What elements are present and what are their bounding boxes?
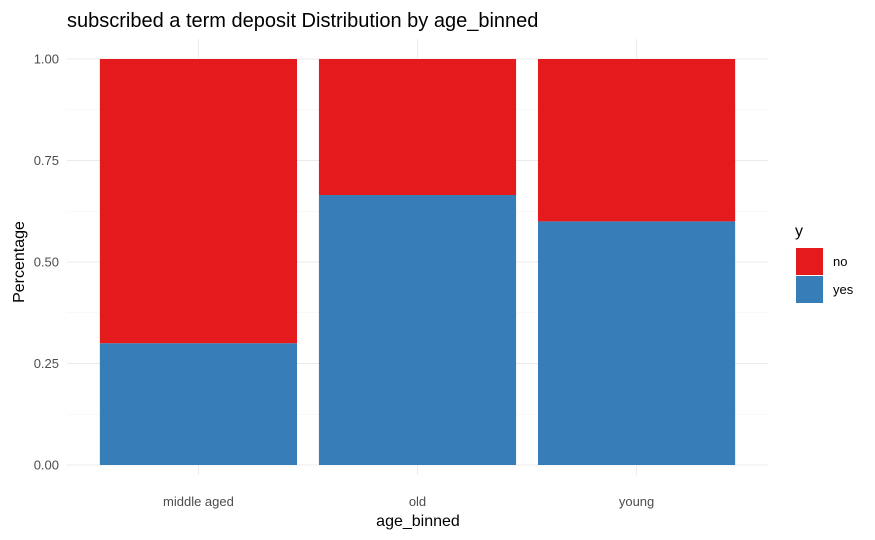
- y-tick-label: 0.75: [34, 153, 59, 168]
- y-tick-label: 0.50: [34, 255, 59, 270]
- bars: [99, 59, 736, 465]
- y-axis-title: Percentage: [11, 221, 28, 303]
- legend-key-no: [796, 248, 823, 275]
- x-tick-label: old: [409, 494, 426, 509]
- chart-title: subscribed a term deposit Distribution b…: [67, 10, 538, 32]
- y-tick-label: 0.25: [34, 356, 59, 371]
- bar-no-old: [318, 59, 517, 196]
- bar-yes-middle-aged: [99, 343, 298, 465]
- y-tick-label: 1.00: [34, 52, 59, 67]
- legend: y no yes: [795, 223, 854, 303]
- x-tick-label: young: [619, 494, 654, 509]
- bar-no-young: [537, 59, 736, 222]
- y-tick-label: 0.00: [34, 458, 59, 473]
- x-axis-ticks: middle aged old young: [163, 494, 654, 509]
- legend-label-no: no: [833, 254, 847, 269]
- y-axis-ticks: 0.00 0.25 0.50 0.75 1.00: [34, 52, 59, 473]
- x-axis-title: age_binned: [376, 513, 460, 530]
- legend-title: y: [795, 223, 803, 240]
- bar-yes-young: [537, 221, 736, 465]
- bar-no-middle-aged: [99, 59, 298, 344]
- legend-label-yes: yes: [833, 282, 854, 297]
- bar-yes-old: [318, 195, 517, 465]
- x-tick-label: middle aged: [163, 494, 234, 509]
- legend-key-yes: [796, 276, 823, 303]
